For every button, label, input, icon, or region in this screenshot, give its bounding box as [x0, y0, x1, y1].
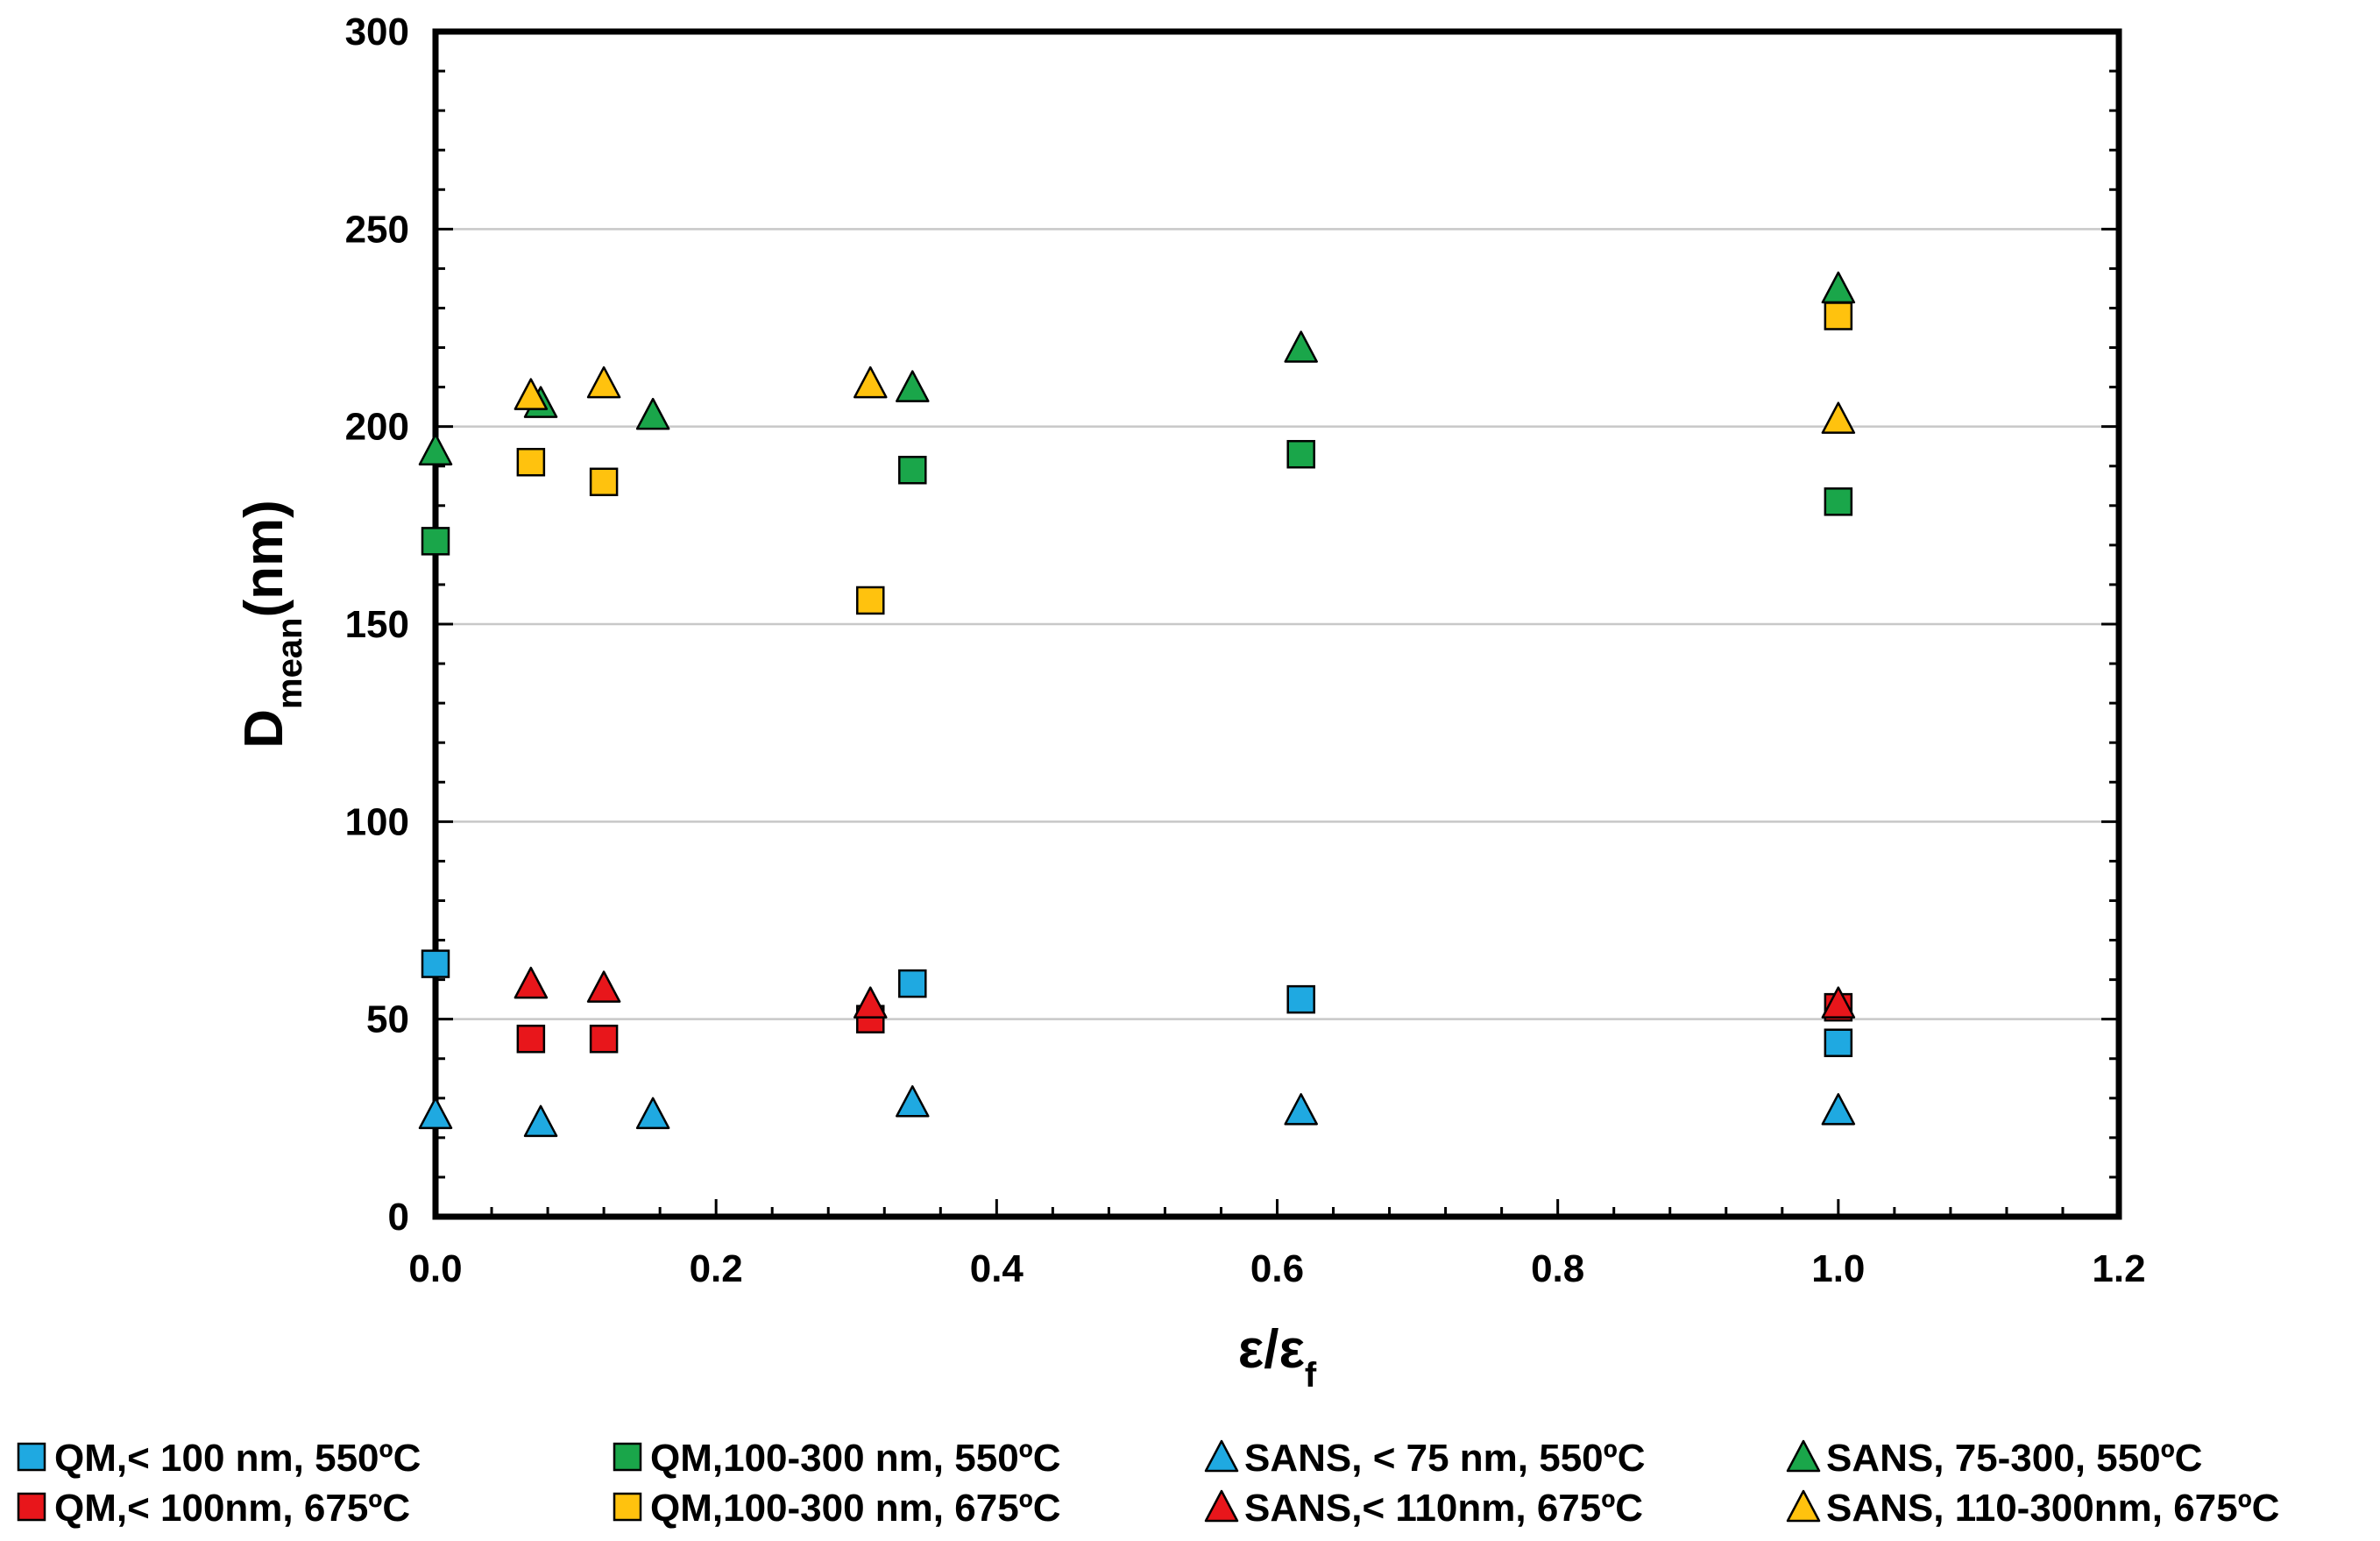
data-point — [523, 1104, 558, 1138]
legend-marker — [613, 1442, 642, 1472]
series-5 — [516, 992, 1853, 1054]
y-axis-title: Dmean(nm) — [234, 500, 309, 749]
series-3 — [418, 1085, 1856, 1138]
data-point — [1824, 302, 1853, 330]
legend-label: QM,< 100nm, 675ºC — [54, 1487, 410, 1530]
series-7 — [514, 966, 1856, 1019]
x-tick-label: 0.6 — [1250, 1247, 1304, 1290]
x-tick-label: 0.2 — [690, 1247, 743, 1290]
legend-label: QM,100-300 nm, 675ºC — [650, 1487, 1061, 1530]
data-points — [418, 271, 1856, 1138]
data-point — [516, 447, 546, 477]
y-tick-label: 50 — [366, 998, 409, 1041]
data-point — [586, 366, 621, 399]
y-tick-label: 0 — [388, 1196, 409, 1239]
y-tick-label: 200 — [345, 406, 409, 449]
x-axis-title-sub: f — [1305, 1356, 1317, 1395]
x-tick-label: 0.8 — [1531, 1247, 1584, 1290]
legend-marker — [1786, 1489, 1821, 1523]
data-point — [1821, 271, 1856, 304]
legend-item: QM,100-300 nm, 675ºC — [613, 1487, 1061, 1530]
legend-marker — [17, 1492, 46, 1522]
data-point — [1824, 1028, 1853, 1057]
legend-item: SANS, 75-300, 550ºC — [1786, 1437, 2202, 1480]
y-axis-title-main: D — [234, 709, 294, 749]
legend-item: SANS, 110-300nm, 675ºC — [1786, 1487, 2279, 1530]
data-point — [635, 397, 670, 430]
series-8 — [514, 366, 1856, 434]
data-point — [896, 370, 930, 402]
legend-label: SANS, 110-300nm, 675ºC — [1826, 1487, 2279, 1530]
legend-item: SANS, < 75 nm, 550ºC — [1204, 1437, 1646, 1480]
data-point — [1284, 330, 1318, 363]
data-point — [589, 1024, 619, 1054]
data-point — [1286, 984, 1315, 1014]
legend-marker — [1204, 1439, 1239, 1473]
legend-label: QM,< 100 nm, 550ºC — [54, 1437, 421, 1480]
y-axis-title-suffix: (nm) — [234, 500, 294, 617]
legend-label: SANS, < 75 nm, 550ºC — [1244, 1437, 1646, 1480]
gridlines — [436, 228, 2119, 1020]
legend-item: SANS,< 110nm, 675ºC — [1204, 1487, 1643, 1530]
y-tick-label: 300 — [345, 11, 409, 53]
data-point — [896, 1085, 930, 1118]
series-6 — [516, 302, 1853, 615]
data-point — [586, 970, 621, 1003]
legend-marker — [613, 1492, 642, 1522]
data-point — [421, 949, 450, 978]
legend-item: QM,100-300 nm, 550ºC — [613, 1437, 1061, 1480]
data-point — [516, 1024, 546, 1054]
x-tick-label: 1.2 — [2092, 1247, 2145, 1290]
data-point — [421, 527, 450, 556]
data-point — [514, 966, 549, 999]
plot-frame — [432, 28, 2122, 1220]
y-tick-label: 250 — [345, 208, 409, 251]
data-point — [1821, 1093, 1856, 1126]
legend-item: QM,< 100nm, 675ºC — [17, 1487, 410, 1530]
legend-marker — [1204, 1489, 1239, 1523]
data-point — [514, 378, 549, 410]
data-point — [854, 986, 888, 1019]
legend-label: SANS,< 110nm, 675ºC — [1244, 1487, 1643, 1530]
x-tick-labels: 0.0 0.2 0.4 0.6 0.8 1.0 1.2 — [408, 1247, 2145, 1290]
data-point — [418, 433, 453, 465]
y-axis-title-sub: mean — [271, 618, 309, 710]
legend-label: QM,100-300 nm, 550ºC — [650, 1437, 1061, 1480]
legend-marker — [17, 1442, 46, 1472]
x-axis-title: ε/εf — [1238, 1319, 1317, 1395]
y-tick-label: 100 — [345, 800, 409, 843]
data-point — [1824, 487, 1853, 516]
legend-item: QM,< 100 nm, 550ºC — [17, 1437, 421, 1480]
data-point — [418, 1097, 453, 1130]
x-axis-title-main: ε/ε — [1238, 1319, 1305, 1380]
data-point — [854, 366, 888, 399]
data-point — [1286, 439, 1315, 469]
x-tick-label: 0.4 — [970, 1247, 1024, 1290]
series-4 — [418, 271, 1856, 465]
legend: QM,< 100 nm, 550ºC QM,100-300 nm, 550ºC SA… — [17, 1437, 2279, 1530]
y-tick-label: 150 — [345, 603, 409, 646]
data-point — [589, 467, 619, 497]
data-point — [856, 586, 885, 615]
legend-marker — [1786, 1439, 1821, 1473]
legend-label: SANS, 75-300, 550ºC — [1826, 1437, 2202, 1480]
x-tick-label: 1.0 — [1811, 1247, 1865, 1290]
x-tick-label: 0.0 — [408, 1247, 462, 1290]
data-point — [635, 1097, 670, 1130]
y-tick-labels: 0 50 100 150 200 250 300 — [345, 11, 409, 1239]
data-point — [898, 969, 927, 998]
series-2 — [421, 439, 1853, 556]
data-point — [1821, 986, 1856, 1019]
data-point — [898, 455, 927, 485]
series-1 — [421, 949, 1853, 1057]
data-point — [1821, 401, 1856, 434]
data-point — [1284, 1093, 1318, 1126]
